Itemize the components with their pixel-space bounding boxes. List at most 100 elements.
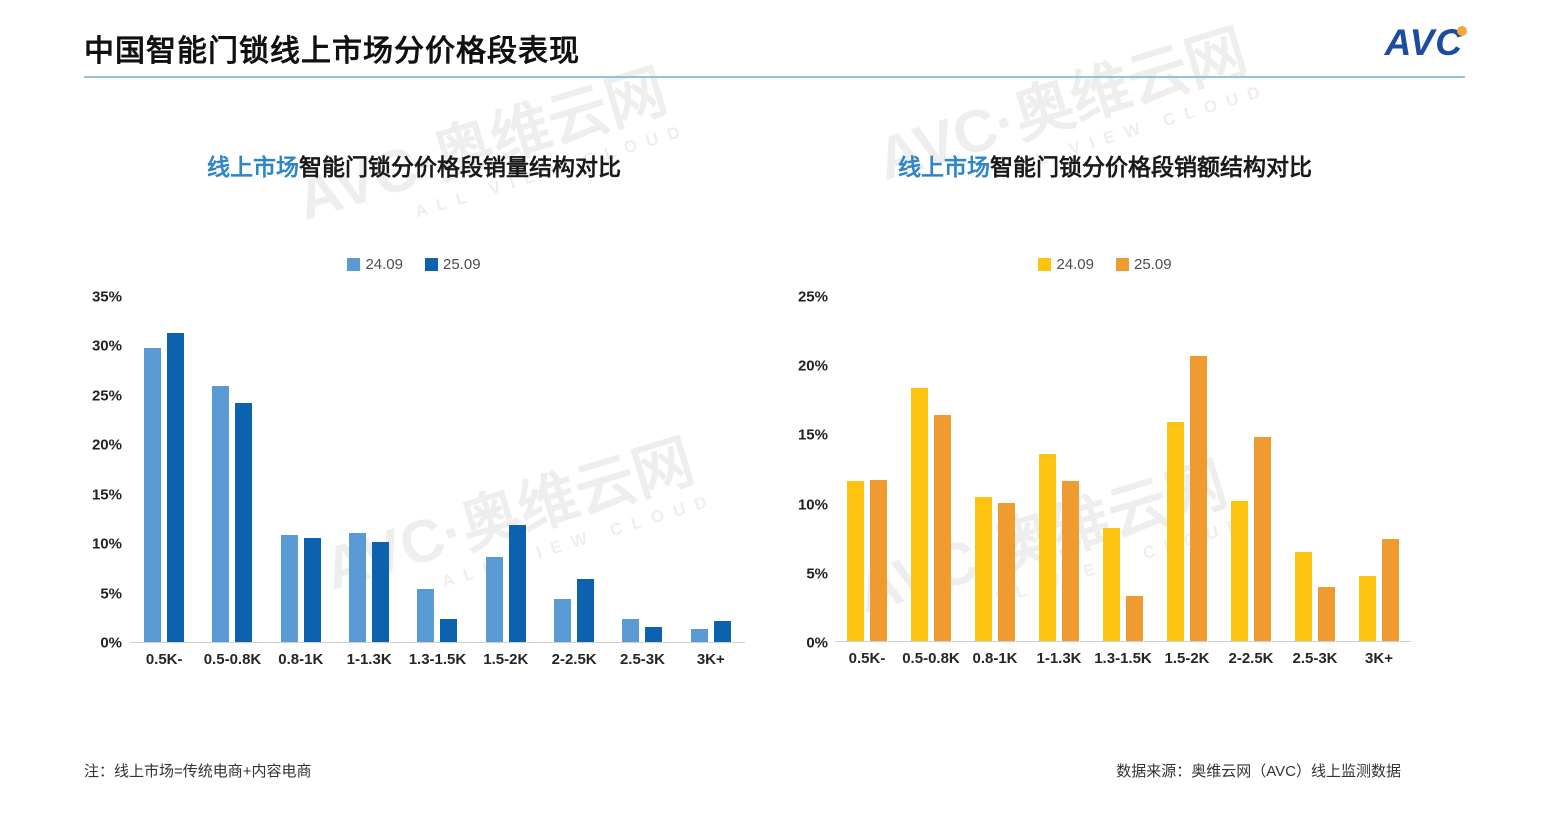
bar-24.09-1-1.3K	[1039, 453, 1056, 641]
x-axis-category-label: 2-2.5K	[551, 651, 597, 668]
page-title: 中国智能门锁线上市场分价格段表现	[84, 35, 580, 68]
bar-25.09-0.8-1K	[303, 537, 321, 642]
bar-group	[1219, 297, 1283, 641]
x-axis-category-label: 2-2.5K	[1228, 650, 1274, 667]
plot-area	[835, 297, 1411, 642]
x-axis-category-label: 2.5-3K	[1292, 650, 1338, 667]
x-axis: 0.5K- 0.5-0.8K 0.8-1K 1-1.3K 1.3-1.5K 1.5-2K 2…	[130, 651, 745, 668]
x-axis-category-label: 2.5-3K	[619, 651, 665, 668]
chart-title: 线上市场智能门锁分价格段销额结构对比	[790, 148, 1420, 182]
legend-label: 24.09	[365, 256, 403, 273]
bar-25.09-1.3-1.5K	[1126, 595, 1143, 641]
x-axis-category-label: 1-1.3K	[1036, 650, 1082, 667]
bar-25.09-2-2.5K	[1254, 437, 1271, 641]
y-axis-tick-label: 5%	[806, 565, 828, 583]
y-axis-tick-label: 35%	[91, 288, 122, 306]
bar-25.09-1.3-1.5K	[440, 619, 458, 642]
x-axis-category-label: 0.5-0.8K	[203, 651, 262, 668]
value-chart: 线上市场智能门锁分价格段销额结构对比 24.09 25.09 0% 5% 10% 15%…	[790, 140, 1420, 720]
volume-chart: 线上市场智能门锁分价格段销量结构对比 24.09 25.09 0% 5% 10% 15%…	[84, 140, 745, 720]
bar-24.09-3K+	[690, 629, 708, 642]
x-axis-category-label: 0.8-1K	[972, 650, 1018, 667]
bar-25.09-0.8-1K	[998, 503, 1015, 641]
legend-label: 25.09	[443, 256, 481, 273]
avc-logo-text: AVC	[1384, 22, 1463, 63]
y-axis-tick-label: 15%	[797, 426, 828, 444]
bar-group	[540, 297, 608, 642]
x-axis-category-label: 0.5-0.8K	[902, 650, 960, 667]
x-axis-category-label: 1.3-1.5K	[408, 651, 467, 668]
bar-group	[1347, 297, 1411, 641]
chart-title-highlight: 线上市场	[898, 154, 990, 180]
bar-24.09-2.5-3K	[622, 619, 640, 642]
bar-25.09-3K+	[713, 621, 731, 642]
y-axis-tick-label: 20%	[797, 357, 828, 375]
legend-label: 25.09	[1134, 256, 1172, 273]
x-axis-category-label: 1.5-2K	[483, 651, 529, 668]
bar-25.09-3K+	[1382, 539, 1399, 641]
bar-group	[1091, 297, 1155, 641]
bar-24.09-0.8-1K	[280, 534, 298, 642]
bar-25.09-1-1.3K	[1062, 481, 1079, 641]
bar-25.09-1.5-2K	[508, 524, 526, 642]
y-axis-tick-label: 20%	[91, 436, 122, 454]
bar-24.09-2-2.5K	[1231, 500, 1248, 641]
x-axis-category-label: 0.8-1K	[278, 651, 324, 668]
bar-25.09-2-2.5K	[577, 578, 595, 642]
legend-swatch	[425, 258, 438, 271]
bar-group	[267, 297, 335, 642]
legend-swatch	[1038, 258, 1052, 271]
y-axis-tick-label: 10%	[797, 496, 828, 514]
avc-logo: AVC	[1384, 22, 1467, 66]
logo-dot-icon	[1457, 26, 1467, 36]
legend-item: 24.09	[1038, 256, 1094, 273]
bar-group	[335, 297, 403, 642]
bar-24.09-1.3-1.5K	[417, 588, 435, 642]
bar-24.09-0.5K-	[847, 481, 864, 641]
y-axis-tick-label: 30%	[91, 337, 122, 355]
data-source: 数据来源：奥维云网（AVC）线上监测数据	[1116, 763, 1401, 780]
x-axis-category-label: 1.5-2K	[1164, 650, 1210, 667]
y-axis-tick-label: 10%	[91, 535, 122, 553]
bar-24.09-1.5-2K	[485, 557, 503, 642]
chart-title-rest: 智能门锁分价格段销量结构对比	[299, 154, 621, 180]
y-axis-tick-label: 25%	[91, 387, 122, 405]
bar-group	[963, 297, 1027, 641]
y-axis-tick-label: 15%	[91, 486, 122, 504]
bar-group	[130, 297, 198, 642]
bar-group	[608, 297, 676, 642]
bar-group	[677, 297, 745, 642]
x-axis-category-label: 0.5K-	[848, 650, 886, 667]
chart-legend: 24.09 25.09	[790, 256, 1420, 273]
y-axis-tick-label: 0%	[100, 634, 122, 652]
bar-group	[835, 297, 899, 641]
chart-title: 线上市场智能门锁分价格段销量结构对比	[84, 148, 744, 182]
legend-swatch	[1116, 258, 1129, 271]
bar-25.09-0.5K-	[167, 333, 185, 642]
bar-24.09-1-1.3K	[349, 532, 367, 642]
bar-24.09-0.8-1K	[975, 496, 992, 641]
bar-25.09-1.5-2K	[1190, 356, 1207, 641]
bar-group	[1027, 297, 1091, 641]
x-axis-category-label: 3K+	[1365, 650, 1393, 667]
plot-area	[130, 297, 745, 643]
legend-item: 25.09	[425, 256, 481, 273]
y-axis-tick-label: 5%	[100, 585, 122, 603]
footnote: 注：线上市场=传统电商+内容电商	[84, 763, 312, 780]
y-axis: 0% 5% 10% 15% 20% 25%	[790, 289, 828, 652]
bar-24.09-0.5-0.8K	[212, 385, 230, 642]
y-axis-tick-label: 0%	[806, 634, 828, 652]
bar-25.09-2.5-3K	[1318, 587, 1335, 641]
y-axis-tick-label: 25%	[797, 288, 828, 306]
bar-24.09-2.5-3K	[1295, 551, 1312, 641]
x-axis-category-label: 3K+	[696, 651, 725, 668]
bar-group	[198, 297, 266, 642]
bar-group	[1155, 297, 1219, 641]
legend-item: 25.09	[1116, 256, 1172, 273]
bar-group	[899, 297, 963, 641]
bar-24.09-2-2.5K	[554, 598, 572, 642]
bar-group	[403, 297, 471, 642]
legend-item: 24.09	[347, 256, 403, 273]
chart-title-highlight: 线上市场	[207, 154, 299, 180]
